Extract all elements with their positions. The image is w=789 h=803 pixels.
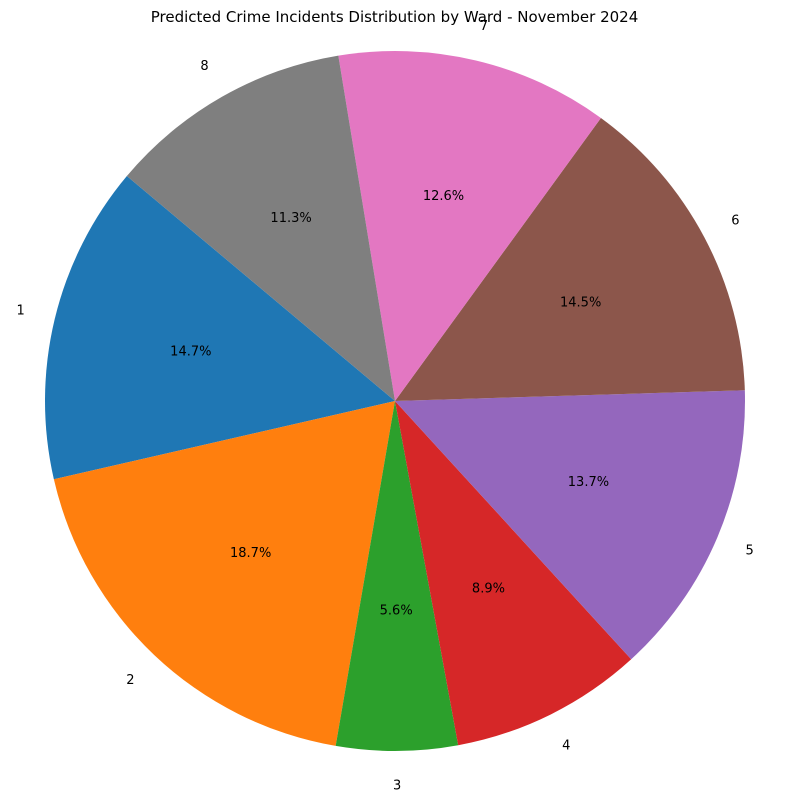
category-label-ward-3: 3 [393,778,401,793]
category-label-ward-5: 5 [746,543,754,558]
category-label-ward-7: 7 [480,19,488,34]
pie-slice-ward-3 [335,401,459,751]
category-label-ward-2: 2 [126,673,134,688]
category-label-ward-4: 4 [562,738,570,753]
category-label-ward-6: 6 [731,214,739,229]
pct-label-ward-4: 8.9% [472,582,505,597]
pie-slice-ward-8 [126,55,395,401]
chart-title: Predicted Crime Incidents Distribution b… [150,8,639,26]
pie-slice-ward-6 [395,117,745,402]
pie-slice-ward-4 [395,401,632,746]
pie-slice-ward-5 [395,390,745,660]
pct-label-ward-6: 14.5% [560,295,601,310]
pie-slice-ward-2 [53,401,396,746]
pct-label-ward-3: 5.6% [380,603,413,618]
category-label-ward-8: 8 [200,59,208,74]
pie-slice-ward-7 [338,51,601,402]
pct-label-ward-1: 14.7% [170,344,211,359]
pct-label-ward-7: 12.6% [423,189,464,204]
pie-slice-ward-1 [45,176,396,480]
pct-label-ward-8: 11.3% [270,211,311,226]
category-label-ward-1: 1 [17,303,25,318]
pct-label-ward-2: 18.7% [230,546,271,561]
pct-label-ward-5: 13.7% [568,475,609,490]
